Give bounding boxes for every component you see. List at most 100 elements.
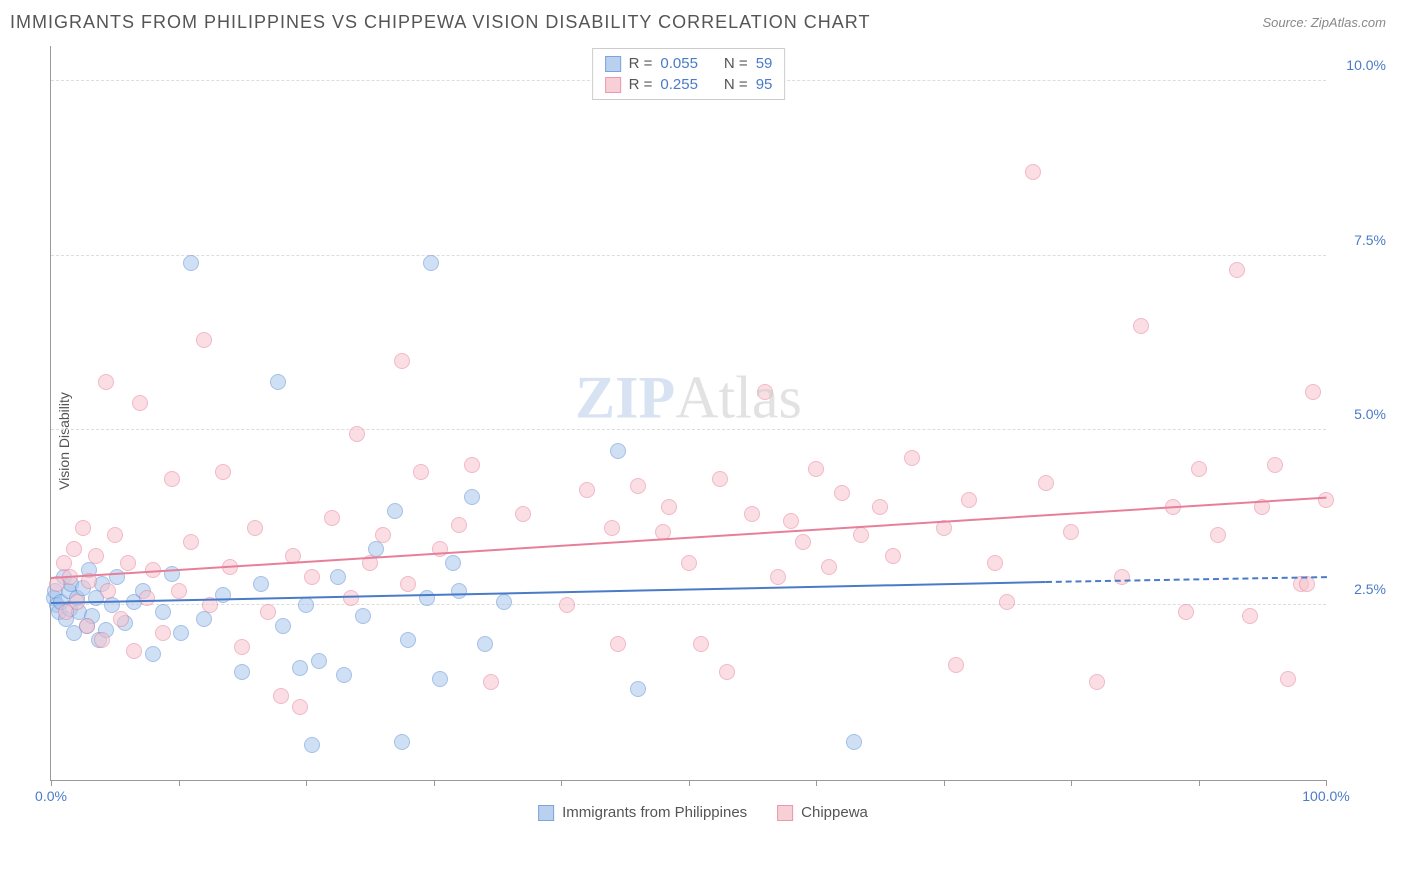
legend-swatch-icon xyxy=(605,56,621,72)
data-point-chippewa xyxy=(107,527,123,543)
data-point-chippewa xyxy=(79,618,95,634)
data-point-chippewa xyxy=(260,604,276,620)
data-point-philippines xyxy=(145,646,161,662)
ytick-label: 5.0% xyxy=(1354,406,1386,422)
data-point-chippewa xyxy=(610,636,626,652)
data-point-chippewa xyxy=(1280,671,1296,687)
xtick xyxy=(689,780,690,786)
chart-area: Vision Disability ZIPAtlas R =0.055N =59… xyxy=(10,41,1396,841)
data-point-chippewa xyxy=(247,520,263,536)
data-point-philippines xyxy=(400,632,416,648)
ytick-label: 2.5% xyxy=(1354,581,1386,597)
data-point-chippewa xyxy=(661,499,677,515)
data-point-philippines xyxy=(155,604,171,620)
data-point-chippewa xyxy=(1114,569,1130,585)
xtick-label-start: 0.0% xyxy=(35,788,67,804)
data-point-philippines xyxy=(387,503,403,519)
data-point-chippewa xyxy=(349,426,365,442)
data-point-philippines xyxy=(355,608,371,624)
data-point-philippines xyxy=(846,734,862,750)
chart-title: IMMIGRANTS FROM PHILIPPINES VS CHIPPEWA … xyxy=(10,12,870,33)
data-point-chippewa xyxy=(1305,384,1321,400)
data-point-chippewa xyxy=(1299,576,1315,592)
data-point-chippewa xyxy=(999,594,1015,610)
data-point-chippewa xyxy=(681,555,697,571)
data-point-chippewa xyxy=(987,555,1003,571)
data-point-chippewa xyxy=(183,534,199,550)
legend-n-label: N = xyxy=(724,76,748,93)
data-point-chippewa xyxy=(961,492,977,508)
data-point-philippines xyxy=(173,625,189,641)
legend-r-value: 0.255 xyxy=(660,76,698,93)
data-point-chippewa xyxy=(948,657,964,673)
xtick xyxy=(51,780,52,786)
legend-n-label: N = xyxy=(724,55,748,72)
legend-bottom-label: Immigrants from Philippines xyxy=(562,804,747,821)
data-point-chippewa xyxy=(400,576,416,592)
data-point-chippewa xyxy=(757,384,773,400)
xtick xyxy=(944,780,945,786)
grid-line xyxy=(51,429,1326,430)
data-point-philippines xyxy=(292,660,308,676)
legend-swatch-icon xyxy=(605,77,621,93)
legend-top: R = 0.055 N = 59 R = 0.255 N = 95 xyxy=(592,48,786,100)
data-point-chippewa xyxy=(304,569,320,585)
source-attribution: Source: ZipAtlas.com xyxy=(1262,15,1386,30)
data-point-chippewa xyxy=(464,457,480,473)
data-point-chippewa xyxy=(1267,457,1283,473)
chart-header: IMMIGRANTS FROM PHILIPPINES VS CHIPPEWA … xyxy=(0,0,1406,41)
data-point-chippewa xyxy=(413,464,429,480)
data-point-philippines xyxy=(330,569,346,585)
data-point-chippewa xyxy=(155,625,171,641)
data-point-philippines xyxy=(451,583,467,599)
legend-bottom-item-chippewa: Chippewa xyxy=(777,804,868,821)
data-point-chippewa xyxy=(1063,524,1079,540)
data-point-chippewa xyxy=(559,597,575,613)
legend-bottom: Immigrants from Philippines Chippewa xyxy=(538,804,868,821)
plot-region: ZIPAtlas R =0.055N =59R =0.255N =95 2.5%… xyxy=(50,46,1326,781)
data-point-chippewa xyxy=(113,611,129,627)
data-point-chippewa xyxy=(100,583,116,599)
data-point-chippewa xyxy=(343,590,359,606)
legend-bottom-label: Chippewa xyxy=(801,804,868,821)
xtick xyxy=(1071,780,1072,786)
data-point-philippines xyxy=(394,734,410,750)
data-point-chippewa xyxy=(834,485,850,501)
legend-swatch-icon xyxy=(538,805,554,821)
data-point-chippewa xyxy=(292,699,308,715)
data-point-chippewa xyxy=(783,513,799,529)
xtick xyxy=(1326,780,1327,786)
data-point-chippewa xyxy=(1242,608,1258,624)
data-point-chippewa xyxy=(451,517,467,533)
data-point-chippewa xyxy=(1178,604,1194,620)
trend-line-philippines xyxy=(51,581,1046,604)
data-point-philippines xyxy=(336,667,352,683)
legend-n-value: 59 xyxy=(756,55,773,72)
data-point-chippewa xyxy=(483,674,499,690)
data-point-chippewa xyxy=(579,482,595,498)
ytick-label: 10.0% xyxy=(1346,57,1386,73)
data-point-chippewa xyxy=(98,374,114,390)
legend-r-value: 0.055 xyxy=(660,55,698,72)
data-point-philippines xyxy=(234,664,250,680)
data-point-philippines xyxy=(496,594,512,610)
legend-n-value: 95 xyxy=(756,76,773,93)
data-point-chippewa xyxy=(604,520,620,536)
data-point-chippewa xyxy=(630,478,646,494)
data-point-chippewa xyxy=(515,506,531,522)
data-point-philippines xyxy=(610,443,626,459)
data-point-philippines xyxy=(445,555,461,571)
data-point-chippewa xyxy=(234,639,250,655)
data-point-chippewa xyxy=(1318,492,1334,508)
data-point-chippewa xyxy=(1191,461,1207,477)
data-point-chippewa xyxy=(693,636,709,652)
legend-top-row-chippewa: R = 0.255 N = 95 xyxy=(605,74,773,95)
data-point-chippewa xyxy=(712,471,728,487)
legend-top-row-philippines: R =0.055N =59 xyxy=(605,53,773,74)
data-point-chippewa xyxy=(1210,527,1226,543)
data-point-chippewa xyxy=(808,461,824,477)
xtick xyxy=(306,780,307,786)
data-point-chippewa xyxy=(196,332,212,348)
data-point-chippewa xyxy=(1038,475,1054,491)
legend-r-label: R = xyxy=(629,76,653,93)
